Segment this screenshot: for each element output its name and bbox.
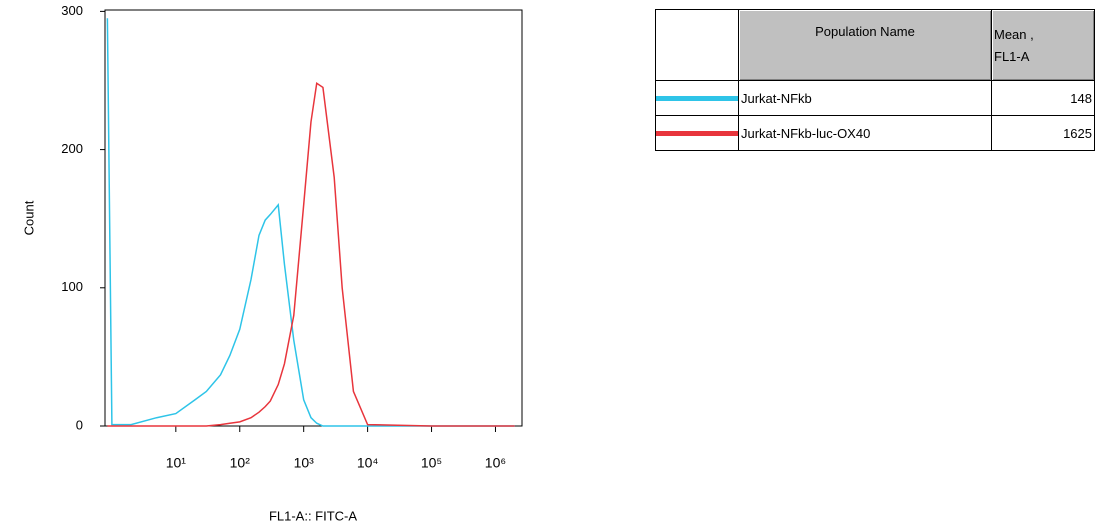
legend-label: Jurkat-NFkb — [738, 80, 992, 116]
legend-swatch — [656, 130, 738, 136]
legend-swatch-cell — [655, 80, 739, 116]
y-tick-label: 0 — [76, 417, 83, 432]
x-tick-label: 10³ — [294, 455, 315, 471]
x-tick-label: 10² — [230, 455, 251, 471]
legend-label: Jurkat-NFkb-luc-OX40 — [738, 115, 992, 151]
x-tick-label: 10⁵ — [421, 455, 442, 471]
x-axis-label: FL1-A:: FITC-A — [269, 508, 357, 523]
column-header: Population Name — [738, 9, 992, 81]
plot-frame — [104, 9, 523, 427]
mean-value: 1625 — [991, 115, 1095, 151]
swatch-header — [655, 9, 739, 81]
y-axis-label: Count — [21, 200, 36, 235]
legend-swatch-cell — [655, 115, 739, 151]
series-line — [107, 81, 515, 427]
legend-table: Population Name Mean , FL1-A Jurkat-NFkb… — [655, 9, 1095, 151]
legend-swatch — [656, 95, 738, 101]
x-tick-label: 10¹ — [166, 455, 187, 471]
y-tick-label: 100 — [61, 279, 83, 294]
column-header: Mean , FL1-A — [991, 9, 1095, 81]
mean-value: 148 — [991, 80, 1095, 116]
x-tick-label: 10⁶ — [485, 455, 506, 471]
x-tick-label: 10⁴ — [357, 455, 379, 471]
series-line — [106, 18, 515, 427]
y-tick-label: 300 — [61, 3, 83, 18]
y-tick-label: 200 — [61, 141, 83, 156]
